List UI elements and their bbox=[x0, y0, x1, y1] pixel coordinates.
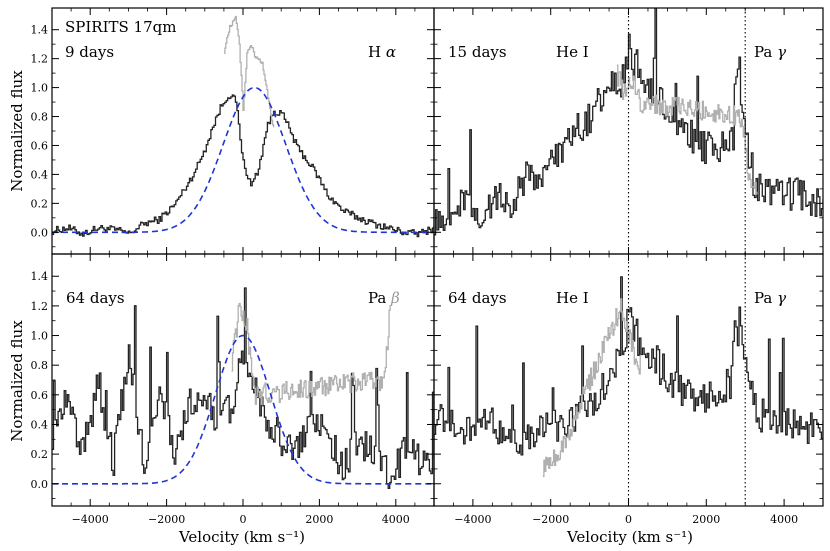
x-tick-label: 4000 bbox=[770, 513, 798, 526]
panel-top-left: 0.0 0.2 0.4 0.6 0.8 1.0 1.2 1.4 SPIRITS 17qm 9 da… bbox=[31, 7, 435, 255]
masked-spectrum-line bbox=[616, 64, 758, 195]
y-axis-label-top: Normalized flux bbox=[8, 70, 26, 192]
masked-spectrum-line bbox=[223, 15, 275, 128]
line-label-secondary: Pa γ bbox=[754, 43, 786, 61]
spectrum-line bbox=[52, 287, 434, 490]
panel-top-right: 15 days He I Pa γ bbox=[433, 7, 824, 255]
gaussian-fit-line bbox=[52, 334, 434, 485]
spectrum-line bbox=[434, 8, 823, 236]
y-tick-label: 0.0 bbox=[31, 478, 49, 491]
epoch-label: 64 days bbox=[448, 289, 507, 307]
y-tick-label: 0.8 bbox=[31, 111, 49, 124]
y-tick-label: 0.0 bbox=[31, 226, 49, 239]
masked-spectrum-line bbox=[231, 302, 391, 406]
x-axis-label-left: Velocity (km s⁻¹) bbox=[178, 528, 305, 546]
y-tick-label: 1.0 bbox=[31, 82, 49, 95]
x-axis-label-right: Velocity (km s⁻¹) bbox=[566, 528, 693, 546]
y-tick-label: 0.8 bbox=[31, 359, 49, 372]
line-label: Pa β bbox=[368, 289, 400, 307]
x-tick-label: −4000 bbox=[454, 513, 491, 526]
y-tick-label: 0.2 bbox=[31, 448, 49, 461]
y-tick-label: 0.4 bbox=[31, 168, 49, 181]
spectrum-line bbox=[52, 94, 434, 238]
line-label: He I bbox=[556, 43, 589, 61]
gaussian-fit-line bbox=[52, 86, 434, 234]
y-tick-label: 0.6 bbox=[31, 139, 49, 152]
line-label-secondary: Pa γ bbox=[754, 289, 786, 307]
x-tick-label: 0 bbox=[240, 513, 247, 526]
y-tick-label: 1.0 bbox=[31, 330, 49, 343]
object-title: SPIRITS 17qm bbox=[65, 18, 176, 36]
line-label: H α bbox=[368, 43, 396, 61]
x-tick-label: 0 bbox=[625, 513, 632, 526]
y-tick-label: 1.2 bbox=[31, 300, 49, 313]
masked-spectrum-line bbox=[542, 298, 641, 477]
panel-bottom-left: −4000 −2000 0 2000 4000 0.0 0.2 0.4 0.6 0.8 1.0 1.2… bbox=[31, 253, 435, 526]
y-tick-label: 0.4 bbox=[31, 418, 49, 431]
y-tick-label: 0.6 bbox=[31, 389, 49, 402]
line-label: He I bbox=[556, 289, 589, 307]
epoch-label: 15 days bbox=[448, 43, 507, 61]
y-tick-label: 1.2 bbox=[31, 53, 49, 66]
epoch-label: 64 days bbox=[66, 289, 125, 307]
epoch-label: 9 days bbox=[65, 43, 114, 61]
y-tick-label: 1.4 bbox=[31, 24, 49, 37]
x-tick-label: 2000 bbox=[305, 513, 333, 526]
x-tick-label: −2000 bbox=[532, 513, 569, 526]
plot-area bbox=[52, 287, 434, 490]
y-tick-label: 1.4 bbox=[31, 270, 49, 283]
x-tick-label: −4000 bbox=[72, 513, 109, 526]
x-tick-label: −2000 bbox=[148, 513, 185, 526]
plot-area bbox=[52, 15, 434, 238]
y-tick-label: 0.2 bbox=[31, 197, 49, 210]
panel-bottom-right: −4000 −2000 0 2000 4000 64 days He I Pa γ bbox=[433, 253, 824, 526]
plot-area bbox=[434, 254, 823, 506]
x-tick-label: 4000 bbox=[382, 513, 410, 526]
x-tick-label: 2000 bbox=[692, 513, 720, 526]
y-axis-label-bottom: Normalized flux bbox=[8, 320, 26, 442]
plot-area bbox=[434, 8, 823, 254]
